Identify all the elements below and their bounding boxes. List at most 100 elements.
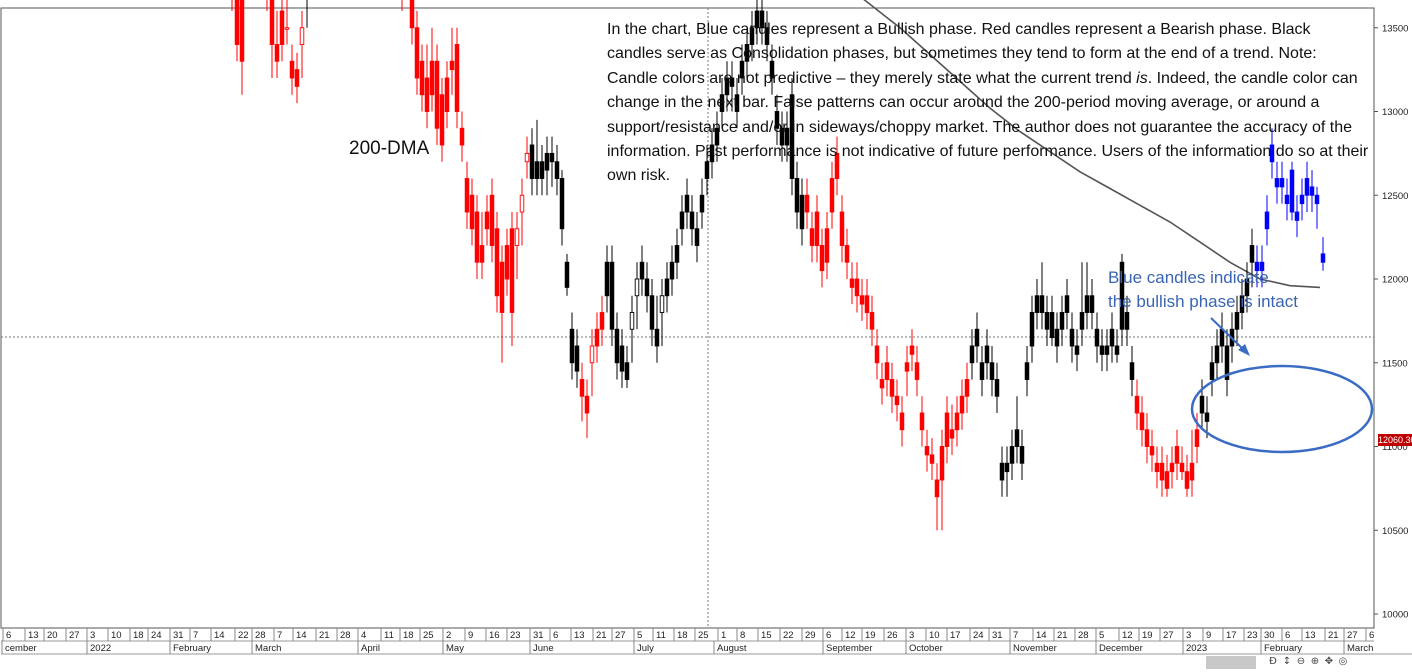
candle-body [1094, 328, 1100, 347]
candle [474, 195, 480, 279]
x-day-label: 22 [783, 630, 794, 641]
candle [654, 295, 660, 363]
candle [529, 128, 535, 196]
x-day-label: 10 [929, 630, 940, 641]
candle [769, 44, 775, 95]
x-day-label: 11 [656, 630, 666, 641]
annotation-arrowhead [1238, 344, 1250, 356]
x-day-label: 13 [574, 630, 585, 641]
x-day-label: 6 [1285, 630, 1290, 641]
candle [1214, 329, 1220, 380]
candle [1034, 279, 1040, 330]
x-day-label: 6 [6, 630, 11, 641]
candle-body [599, 312, 605, 330]
candle-body [284, 27, 290, 30]
candle-body [804, 194, 810, 213]
candle-body [469, 194, 475, 230]
candle-body [1279, 178, 1285, 188]
candle-body [429, 60, 435, 96]
candle-body [409, 0, 415, 29]
candle [879, 362, 885, 405]
candle [849, 262, 855, 305]
x-day-label: 10 [111, 630, 122, 641]
candle-body [809, 228, 815, 246]
y-tick-label: 12500 [1382, 191, 1408, 202]
candle-body [574, 345, 580, 372]
candle [469, 178, 475, 246]
candle-body [1214, 345, 1220, 364]
candle-body [434, 60, 440, 129]
candle-body [569, 328, 575, 364]
x-day-label: 18 [677, 630, 688, 641]
candle-body [1024, 362, 1030, 380]
candle [549, 136, 555, 187]
candle-body [514, 228, 520, 246]
x-day-label: 28 [255, 630, 266, 641]
x-month-label: December [1099, 643, 1143, 654]
d-icon[interactable]: Ɖ [1269, 656, 1277, 667]
x-day-label: 27 [1347, 630, 1358, 641]
zoom-in-icon[interactable]: ⊕ [1310, 656, 1320, 667]
candle [989, 346, 995, 397]
candle [774, 94, 780, 145]
candle-body [694, 228, 700, 246]
zoom-out-icon[interactable]: ⊖ [1296, 656, 1306, 667]
candle-body [449, 60, 455, 71]
candle-body [739, 60, 745, 79]
x-day-label: 27 [615, 630, 626, 641]
x-month-label: March [1347, 643, 1373, 654]
candle [1069, 312, 1075, 363]
candle [1179, 446, 1185, 480]
candle-body [1079, 312, 1085, 330]
arrows-vertical-icon[interactable]: ↕ [1282, 656, 1292, 667]
candle-body [1069, 328, 1075, 347]
x-day-label: 30 [1264, 630, 1275, 641]
candle [1084, 262, 1090, 330]
candle-body [919, 412, 925, 431]
candle-body [864, 295, 870, 313]
candle-body [819, 245, 825, 272]
bullish-highlight-circle [1190, 364, 1374, 454]
candle-body [684, 194, 690, 213]
scrollbar-thumb[interactable] [1206, 656, 1256, 669]
x-day-label: 11 [384, 630, 394, 641]
candle-body [1234, 312, 1240, 330]
candle [759, 0, 765, 45]
candle-body [1244, 278, 1250, 297]
candle [294, 52, 300, 104]
candle-body [274, 44, 280, 62]
candle-body [534, 161, 540, 179]
candle-body [1164, 471, 1170, 489]
candle-body [1239, 295, 1245, 313]
candle [689, 195, 695, 246]
x-day-label: 15 [761, 630, 772, 641]
candle [619, 329, 625, 388]
target-icon[interactable]: ◎ [1338, 656, 1348, 667]
candle-body [509, 228, 515, 313]
y-tick-label: 11500 [1382, 358, 1408, 369]
x-day-label: 17 [1226, 630, 1237, 641]
candle [234, 0, 240, 62]
x-day-label: 31 [173, 630, 184, 641]
candle-body [1274, 178, 1280, 188]
candle [1164, 454, 1170, 497]
candle-body [964, 379, 970, 397]
candle-body [1314, 194, 1320, 205]
candle-body [619, 345, 625, 372]
candle [819, 228, 825, 288]
x-day-label: 5 [637, 630, 642, 641]
candle [1304, 161, 1310, 212]
chart-toolbar: Ɖ ↕ ⊖ ⊕ ✥ ◎ [1266, 656, 1350, 667]
candle [909, 329, 915, 372]
candle [584, 379, 590, 439]
candle [1244, 262, 1250, 313]
candle-body [1059, 312, 1065, 330]
candle [494, 212, 500, 313]
move-icon[interactable]: ✥ [1324, 656, 1334, 667]
candle [479, 212, 485, 279]
candle-body [989, 362, 995, 380]
candle [764, 11, 770, 62]
x-day-label: 12 [845, 630, 856, 641]
candle [514, 212, 520, 279]
